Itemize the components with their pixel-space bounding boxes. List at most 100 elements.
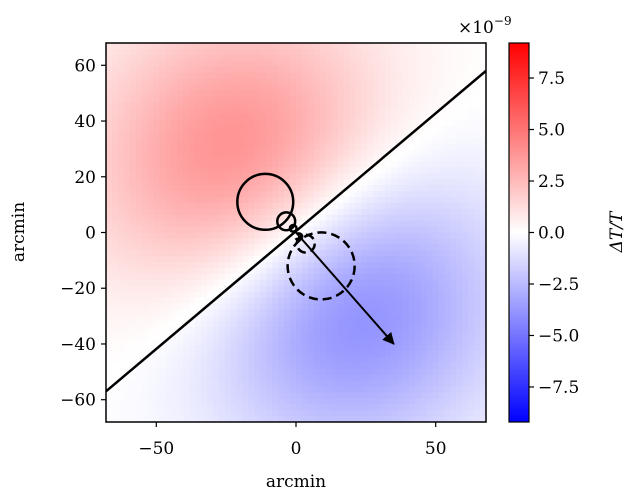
- heatmap-cell: [183, 84, 190, 91]
- heatmap-cell: [153, 256, 161, 263]
- heatmap-cell: [307, 96, 315, 103]
- heatmap-cell: [301, 368, 309, 376]
- heatmap-cell: [385, 268, 392, 275]
- heatmap-cell: [111, 368, 119, 376]
- heatmap-cell: [337, 315, 345, 322]
- heatmap-cell: [408, 202, 416, 210]
- heatmap-cell: [438, 297, 446, 305]
- heatmap-cell: [123, 410, 131, 417]
- heatmap-cell: [379, 84, 386, 91]
- heatmap-cell: [206, 368, 214, 376]
- heatmap-cell: [206, 386, 214, 393]
- heatmap-cell: [307, 78, 315, 86]
- heatmap-cell: [230, 196, 238, 204]
- heatmap-cell: [153, 119, 161, 127]
- heatmap-cell: [254, 268, 261, 275]
- heatmap-cell: [165, 43, 172, 50]
- heatmap-cell: [432, 43, 440, 50]
- heatmap-cell: [444, 303, 451, 311]
- heatmap-cell: [195, 66, 202, 74]
- heatmap-cell: [396, 137, 404, 145]
- heatmap-cell: [408, 262, 416, 269]
- heatmap-cell: [349, 173, 356, 180]
- heatmap-cell: [248, 333, 256, 340]
- heatmap-cell: [159, 303, 166, 311]
- heatmap-cell: [189, 333, 196, 340]
- heatmap-cell: [254, 149, 261, 157]
- heatmap-cell: [480, 232, 486, 240]
- heatmap-cell: [212, 78, 220, 86]
- heatmap-cell: [260, 72, 267, 80]
- heatmap-cell: [420, 268, 428, 275]
- heatmap-cell: [456, 185, 463, 192]
- heatmap-cell: [313, 125, 321, 133]
- heatmap-cell: [444, 167, 451, 174]
- heatmap-cell: [165, 404, 172, 411]
- heatmap-cell: [123, 96, 131, 103]
- heatmap-cell: [224, 297, 232, 305]
- heatmap-cell: [236, 96, 244, 103]
- heatmap-cell: [343, 179, 351, 186]
- heatmap-cell: [313, 303, 321, 311]
- heatmap-cell: [266, 72, 273, 80]
- heatmap-cell: [480, 285, 486, 293]
- heatmap-cell: [260, 119, 267, 127]
- heatmap-cell: [278, 48, 285, 56]
- heatmap-cell: [444, 196, 451, 204]
- heatmap-cell: [432, 386, 440, 393]
- heatmap-cell: [201, 179, 208, 186]
- heatmap-cell: [254, 303, 261, 311]
- heatmap-cell: [129, 48, 137, 56]
- heatmap-cell: [106, 179, 113, 186]
- heatmap-cell: [206, 114, 214, 121]
- heatmap-cell: [165, 119, 172, 127]
- heatmap-cell: [385, 398, 392, 405]
- heatmap-cell: [438, 167, 446, 174]
- heatmap-cell: [379, 54, 386, 62]
- heatmap-cell: [242, 244, 250, 251]
- heatmap-cell: [189, 196, 196, 204]
- heatmap-cell: [438, 374, 446, 382]
- heatmap-cell: [355, 303, 362, 311]
- heatmap-cell: [402, 398, 410, 405]
- heatmap-cell: [153, 191, 161, 198]
- heatmap-cell: [456, 362, 463, 370]
- heatmap-cell: [117, 119, 125, 127]
- heatmap-cell: [201, 416, 208, 422]
- heatmap-cell: [414, 185, 422, 192]
- heatmap-cell: [373, 279, 380, 287]
- heatmap-cell: [165, 339, 172, 346]
- heatmap-cell: [218, 279, 226, 287]
- heatmap-cell: [325, 173, 333, 180]
- heatmap-cell: [284, 48, 291, 56]
- heatmap-cell: [462, 43, 469, 50]
- heatmap-cell: [438, 410, 446, 417]
- heatmap-cell: [159, 66, 166, 74]
- heatmap-cell: [236, 374, 244, 382]
- heatmap-cell: [349, 285, 356, 293]
- heatmap-cell: [391, 191, 398, 198]
- heatmap-cell: [337, 398, 345, 405]
- heatmap-cell: [420, 226, 428, 234]
- heatmap-cell: [307, 66, 315, 74]
- heatmap-cell: [414, 303, 422, 311]
- heatmap-cell: [361, 114, 368, 121]
- heatmap-cell: [242, 303, 250, 311]
- heatmap-cell: [189, 244, 196, 251]
- heatmap-cell: [260, 179, 267, 186]
- heatmap-cell: [106, 196, 113, 204]
- heatmap-cell: [361, 250, 368, 257]
- heatmap-cell: [325, 161, 333, 168]
- heatmap-cell: [355, 66, 362, 74]
- heatmap-cell: [254, 143, 261, 151]
- colorbar-tick-label: −2.5: [538, 275, 579, 295]
- heatmap-cell: [355, 368, 362, 376]
- heatmap-cell: [141, 238, 149, 245]
- heatmap-cell: [456, 392, 463, 399]
- solid-circle: [288, 223, 298, 233]
- heatmap-cell: [272, 380, 279, 388]
- heatmap-cell: [135, 179, 143, 186]
- heatmap-cell: [450, 416, 457, 422]
- heatmap-cell: [147, 380, 155, 388]
- heatmap-cell: [432, 167, 440, 174]
